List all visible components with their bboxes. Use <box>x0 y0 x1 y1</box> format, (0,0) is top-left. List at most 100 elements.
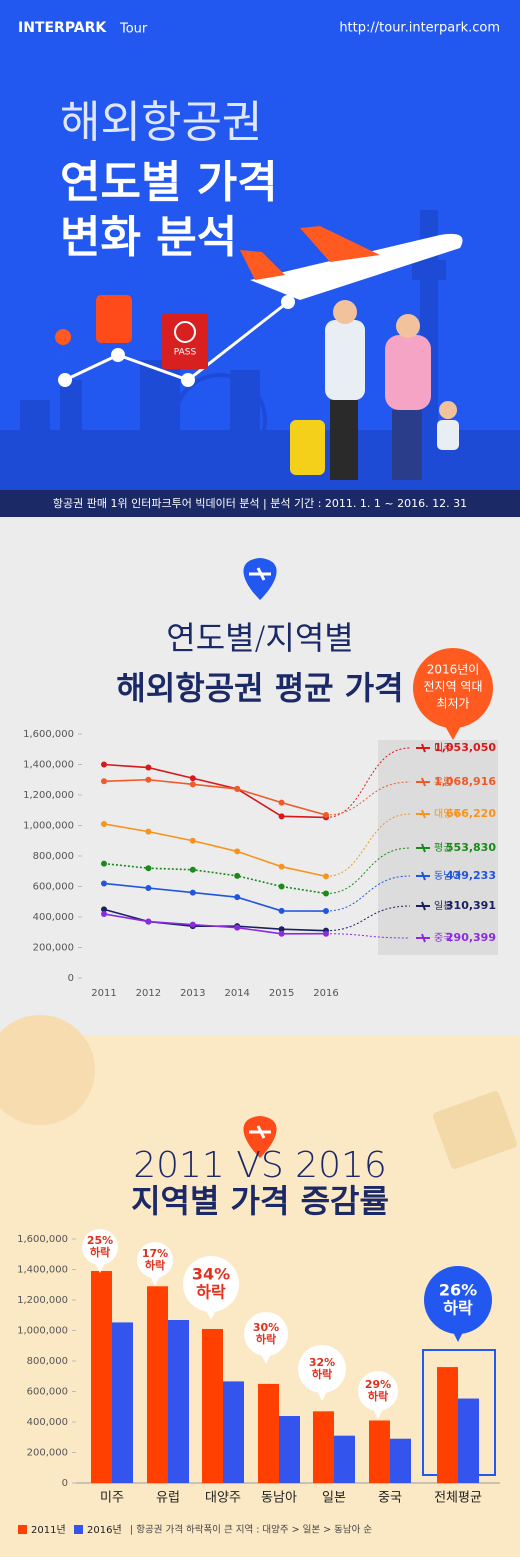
bubble-tail <box>95 1263 105 1273</box>
point <box>101 906 107 913</box>
series-name: 중국 <box>434 932 452 944</box>
plane-icon <box>416 871 430 881</box>
passport-globe <box>174 321 196 343</box>
point <box>278 813 285 820</box>
callout-text: 전지역 역대 <box>423 680 482 694</box>
source: 항공권 판매 1위 인터파크투어 빅데이터 분석 | 분석 기간 : 2011.… <box>53 497 467 510</box>
drop-pct: 25% <box>87 1234 113 1247</box>
x-tick-label: 미주 <box>100 1491 124 1506</box>
drop-pct: 17% <box>142 1247 168 1260</box>
bar <box>369 1420 390 1483</box>
plane-icon <box>416 843 430 853</box>
drop-word: 하락 <box>256 1332 276 1346</box>
footnote: | 항공권 가격 하락폭이 큰 지역 : 대양주 > 일본 > 동남아 순 <box>130 1524 372 1536</box>
value-label: 666,220 <box>446 807 496 820</box>
callout-text: 2016년이 <box>427 663 480 677</box>
series-name: 일본 <box>434 900 452 912</box>
y-tick-label: 1,000,000 <box>17 1326 68 1337</box>
bar <box>202 1328 223 1483</box>
bubble <box>244 1312 288 1356</box>
point <box>234 872 241 879</box>
bubble-tail <box>317 1391 327 1401</box>
y-tick-label: 1,400,000 <box>17 1265 68 1276</box>
series-name: 대양주 <box>434 808 462 820</box>
line-title: 연도별/지역별 <box>166 619 353 657</box>
point <box>101 860 107 867</box>
bar <box>147 1286 168 1483</box>
point <box>101 761 107 768</box>
x-tick-label: 전체평균 <box>434 1491 482 1506</box>
x-tick-label: 2015 <box>269 988 294 999</box>
bubble <box>183 1256 239 1312</box>
bar <box>458 1398 479 1483</box>
point <box>145 764 152 771</box>
x-tick-label: 대양주 <box>205 1491 241 1506</box>
bubble <box>82 1229 118 1265</box>
bar-title: 2011 VS 2016 <box>133 1145 387 1186</box>
y-tick-label: 1,400,000 <box>23 760 74 771</box>
plane-icon <box>416 901 430 911</box>
x-tick-label: 일본 <box>322 1491 346 1506</box>
y-tick-label: 200,000 <box>33 943 74 954</box>
bar <box>437 1367 458 1483</box>
point <box>278 930 285 937</box>
bar <box>223 1381 244 1483</box>
pin-icon <box>55 329 72 365</box>
x-tick-label: 유럽 <box>156 1491 180 1506</box>
drop-word: 하락 <box>368 1389 388 1403</box>
point <box>101 820 107 827</box>
bar <box>91 1271 112 1483</box>
bar-title: 지역별 가격 증감률 <box>131 1182 389 1220</box>
series-name: 평균 <box>434 842 452 854</box>
x-tick-label: 2011 <box>91 988 116 999</box>
x-tick-label: 2013 <box>180 988 205 999</box>
series-line <box>103 913 327 935</box>
y-tick-label: 0 <box>62 1478 68 1489</box>
legend-swatch <box>18 1525 27 1534</box>
y-tick-label: 800,000 <box>27 1356 68 1367</box>
label-panel <box>378 740 498 955</box>
point <box>189 866 196 873</box>
connector <box>325 905 411 932</box>
connector <box>325 847 411 895</box>
point <box>145 918 152 925</box>
bubble-tail <box>206 1310 216 1320</box>
brand: INTERPARK <box>18 20 107 36</box>
title-line: 연도별 가격 <box>60 157 278 208</box>
connector <box>325 933 411 939</box>
section-icon <box>243 1116 277 1158</box>
title-line: 해외항공권 <box>60 97 262 148</box>
bar <box>112 1322 133 1483</box>
drop-pct: 26% <box>439 1281 477 1300</box>
decor-circle <box>0 1015 95 1125</box>
y-tick-label: 0 <box>68 973 74 984</box>
series-line <box>103 823 327 878</box>
plane-icon <box>416 933 430 943</box>
travelers <box>290 300 459 480</box>
value-label: 439,233 <box>446 869 496 882</box>
section-icon-plane <box>249 1125 271 1139</box>
point <box>189 889 196 896</box>
drop-pct: 30% <box>253 1321 279 1334</box>
legend-label: 2016년 <box>87 1524 122 1536</box>
city-silhouette <box>0 210 520 490</box>
series-line <box>103 862 327 895</box>
bubble <box>298 1345 346 1393</box>
y-tick-label: 400,000 <box>33 912 74 923</box>
passport-label: PASS <box>174 348 197 358</box>
value-label: 1,068,916 <box>434 775 496 788</box>
connector <box>325 875 411 912</box>
url[interactable]: http://tour.interpark.com <box>339 21 500 36</box>
y-tick-label: 1,200,000 <box>17 1295 68 1306</box>
y-tick-label: 1,200,000 <box>23 790 74 801</box>
point <box>189 837 196 844</box>
plane-icon <box>416 777 430 787</box>
point <box>278 907 285 914</box>
point <box>101 910 107 917</box>
point <box>278 799 285 806</box>
drop-word: 하락 <box>196 1282 226 1301</box>
bar <box>279 1416 300 1483</box>
callout-text: 최저가 <box>436 697 469 711</box>
x-tick-label: 동남아 <box>261 1491 297 1506</box>
bubble-tail <box>453 1332 463 1342</box>
